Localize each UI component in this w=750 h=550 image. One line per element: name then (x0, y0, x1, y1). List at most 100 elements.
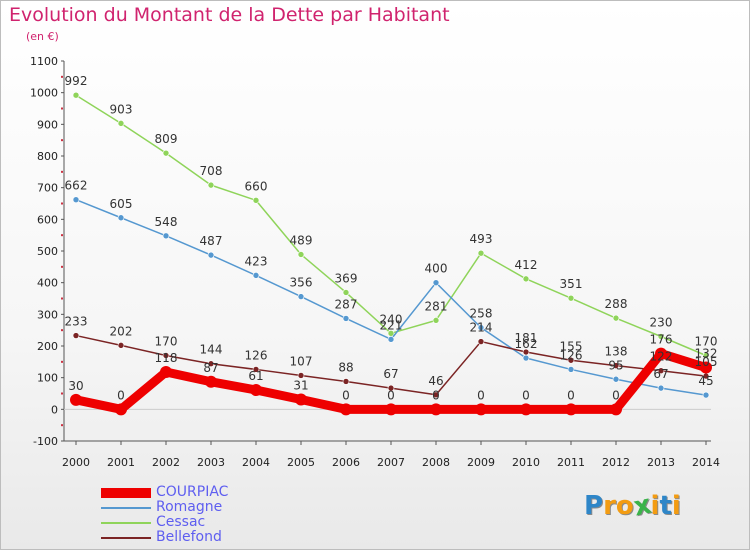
proxiti-logo: Proxiti (584, 490, 681, 523)
data-point-romagne (567, 366, 575, 373)
data-label-cessac: 230 (650, 316, 673, 330)
y-tick-label: 1100 (30, 55, 58, 68)
data-label-courpiac: 0 (522, 388, 530, 402)
data-point-courpiac (565, 403, 577, 416)
data-label-bellefond: 138 (605, 345, 628, 359)
data-label-courpiac: 0 (477, 388, 485, 402)
legend-swatch (101, 507, 151, 509)
data-label-romagne: 662 (65, 179, 88, 193)
series-layer (70, 91, 712, 416)
data-point-cessac (117, 120, 125, 127)
data-point-courpiac (160, 365, 172, 378)
data-label-courpiac: 0 (387, 388, 395, 402)
data-point-romagne (207, 251, 215, 259)
data-point-romagne (477, 324, 485, 331)
data-label-romagne: 548 (155, 215, 178, 229)
data-point-romagne (432, 279, 440, 286)
y-tick-label: 300 (37, 308, 58, 321)
y-tick-label: 800 (37, 150, 58, 163)
y-minor-tick (61, 329, 63, 332)
data-labels: 992 903 809 708 660 489 369 240 281 493 412 351 288 2… (65, 74, 718, 402)
y-tick-label: 200 (37, 340, 58, 353)
data-point-courpiac (250, 384, 262, 397)
data-label-cessac: 351 (560, 277, 583, 291)
data-point-bellefond (567, 356, 575, 364)
data-point-bellefond (162, 352, 170, 359)
data-point-bellefond (522, 348, 530, 356)
data-point-bellefond (342, 378, 350, 385)
y-tick-label: 900 (37, 118, 58, 131)
data-label-courpiac: 31 (293, 379, 308, 393)
data-point-courpiac (115, 403, 127, 416)
y-minor-tick (61, 265, 63, 268)
y-tick-label: 1000 (30, 87, 58, 100)
data-label-bellefond: 67 (383, 367, 398, 381)
data-label-courpiac: 132 (695, 347, 718, 361)
data-point-cessac (342, 289, 350, 296)
data-label-romagne: 356 (290, 276, 313, 290)
data-label-bellefond: 214 (470, 321, 493, 335)
data-label-bellefond: 122 (650, 350, 673, 364)
data-label-courpiac: 30 (68, 379, 83, 393)
x-tick-label: 2008 (422, 456, 450, 469)
data-label-bellefond: 88 (338, 360, 353, 374)
legend-swatch (101, 537, 151, 539)
data-point-bellefond (72, 332, 80, 339)
data-label-cessac: 489 (290, 233, 313, 247)
data-label-cessac: 493 (470, 232, 493, 246)
data-point-courpiac (520, 403, 532, 416)
y-tick-label: 0 (51, 403, 58, 416)
data-label-cessac: 992 (65, 74, 88, 88)
data-label-bellefond: 144 (200, 343, 223, 357)
y-minor-tick (61, 170, 63, 173)
data-point-cessac (162, 149, 170, 157)
data-point-bellefond (387, 384, 395, 392)
data-point-cessac (72, 91, 80, 99)
data-label-cessac: 809 (155, 132, 178, 146)
data-label-cessac: 170 (695, 335, 718, 349)
data-label-courpiac: 0 (567, 388, 575, 402)
x-tick-label: 2009 (467, 456, 495, 469)
data-point-courpiac (385, 403, 397, 416)
data-point-romagne (297, 293, 305, 300)
y-tick-label: 600 (37, 213, 58, 226)
x-tick-label: 2010 (512, 456, 540, 469)
data-label-bellefond: 181 (515, 331, 538, 345)
data-point-romagne (252, 272, 260, 279)
data-point-cessac (522, 275, 530, 283)
data-label-romagne: 400 (425, 262, 448, 276)
logo-letter: P (584, 491, 604, 521)
data-point-romagne (657, 384, 665, 392)
chart-title: Evolution du Montant de la Dette par Hab… (9, 4, 450, 26)
legend-swatch (101, 522, 151, 524)
data-label-romagne: 605 (110, 197, 133, 211)
data-label-romagne: 287 (335, 297, 358, 311)
y-minor-tick (61, 392, 63, 395)
data-point-romagne (162, 232, 170, 240)
logo-letter: t (659, 491, 672, 521)
logo-letter: i (671, 491, 681, 521)
data-label-romagne: 126 (560, 348, 583, 362)
data-label-cessac: 412 (515, 258, 538, 272)
y-tick-label: 400 (37, 277, 58, 290)
legend-label: Romagne (156, 499, 223, 515)
data-point-cessac (432, 317, 440, 324)
y-minor-tick (61, 297, 63, 300)
data-label-cessac: 903 (110, 102, 133, 116)
data-point-romagne (612, 375, 620, 383)
data-label-romagne: 487 (200, 234, 223, 248)
data-point-courpiac (70, 393, 82, 406)
y-tick-label: 100 (37, 372, 58, 385)
unit-note: (en €) (26, 30, 59, 43)
y-minor-tick (61, 75, 63, 78)
data-label-romagne: 221 (380, 318, 403, 332)
data-label-courpiac: 61 (248, 369, 263, 383)
x-tick-label: 2005 (287, 456, 315, 469)
x-tick-label: 2001 (107, 456, 135, 469)
x-tick-label: 2007 (377, 456, 405, 469)
y-minor-tick (61, 202, 63, 205)
legend-swatch (101, 488, 151, 498)
legend-label: COURPIAC (156, 484, 229, 500)
y-minor-tick (61, 424, 63, 427)
